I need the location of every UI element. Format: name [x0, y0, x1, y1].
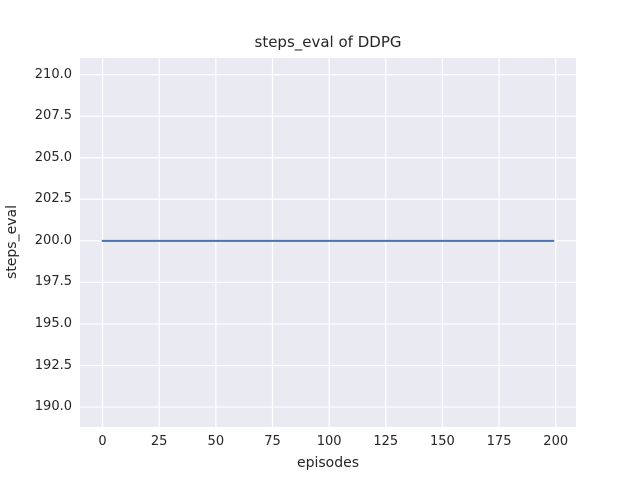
- y-tick-label: 195.0: [34, 315, 72, 331]
- plot-area: [80, 58, 576, 427]
- y-tick-label: 210.0: [34, 66, 72, 82]
- x-tick-label: 100: [316, 434, 342, 449]
- x-tick-label: 25: [150, 434, 168, 449]
- x-tick-label: 0: [98, 434, 107, 449]
- chart-title: steps_eval of DDPG: [254, 33, 402, 51]
- y-tick-label: 197.5: [34, 274, 72, 290]
- x-tick-label: 150: [430, 434, 455, 449]
- y-tick-label: 200.0: [34, 232, 72, 248]
- x-tick-label: 125: [373, 434, 399, 449]
- y-tick-label: 202.5: [34, 191, 72, 207]
- x-tick-label: 75: [264, 434, 281, 449]
- x-axis-label: episodes: [296, 455, 360, 471]
- x-tick-label: 50: [207, 434, 225, 449]
- chart-canvas: [80, 58, 576, 427]
- x-tick-label: 200: [543, 434, 569, 449]
- x-tick-label: 175: [486, 434, 512, 449]
- y-axis-label: steps_eval: [4, 205, 20, 279]
- y-tick-label: 205.0: [34, 149, 72, 165]
- y-tick-label: 207.5: [34, 108, 72, 124]
- y-tick-label: 190.0: [34, 399, 72, 415]
- y-tick-label: 192.5: [34, 357, 72, 373]
